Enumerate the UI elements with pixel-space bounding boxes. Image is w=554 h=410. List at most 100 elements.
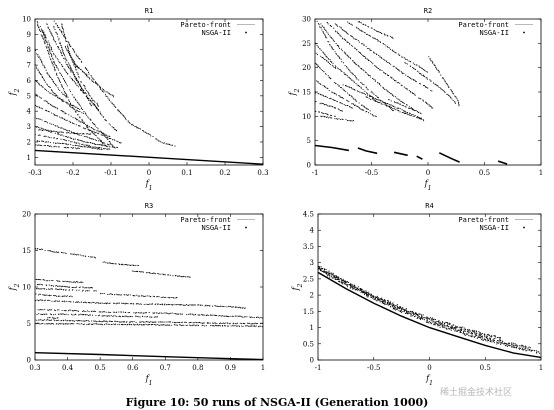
nsga-point (418, 71, 420, 73)
nsga-point (161, 324, 163, 326)
nsga-point (453, 326, 455, 328)
nsga-point (445, 325, 447, 327)
nsga-point (45, 323, 47, 325)
nsga-point (54, 130, 56, 133)
nsga-point (69, 76, 71, 78)
nsga-point (41, 61, 43, 63)
nsga-point (86, 141, 88, 143)
nsga-point (140, 321, 142, 323)
nsga-point (423, 120, 425, 122)
nsga-point (323, 112, 325, 114)
nsga-point (492, 340, 494, 342)
nsga-point (334, 277, 336, 279)
nsga-point (117, 109, 119, 111)
nsga-point (190, 313, 192, 315)
nsga-point (125, 294, 128, 296)
plot-area (315, 20, 508, 165)
nsga-point (197, 324, 200, 327)
nsga-point (220, 305, 222, 307)
nsga-point (87, 69, 89, 72)
nsga-point (158, 296, 160, 298)
nsga-point (348, 56, 350, 58)
nsga-point (452, 99, 454, 101)
nsga-point (87, 127, 89, 129)
nsga-point (350, 94, 352, 97)
nsga-point (54, 295, 56, 297)
nsga-point (352, 73, 355, 75)
nsga-point (96, 83, 98, 85)
nsga-point (61, 251, 63, 253)
nsga-point (56, 279, 58, 282)
nsga-point (56, 130, 58, 133)
nsga-point (190, 304, 192, 306)
nsga-point (61, 48, 63, 50)
nsga-point (62, 300, 64, 302)
nsga-point (414, 93, 416, 95)
nsga-point (86, 125, 88, 127)
nsga-point (179, 321, 181, 323)
nsga-point (426, 316, 428, 318)
nsga-point (397, 53, 399, 55)
nsga-point (343, 30, 345, 32)
nsga-point (188, 304, 190, 306)
nsga-point (67, 41, 69, 43)
nsga-point (444, 91, 446, 93)
nsga-point (76, 132, 78, 134)
nsga-point (56, 131, 59, 133)
nsga-point (435, 320, 437, 323)
nsga-point (240, 322, 242, 325)
nsga-point (62, 131, 64, 133)
nsga-point (328, 105, 330, 107)
nsga-point (470, 335, 472, 337)
y-tick-label: 0.5 (303, 340, 314, 348)
nsga-point (95, 323, 97, 325)
nsga-point (490, 340, 492, 343)
nsga-point (428, 104, 430, 106)
nsga-point (335, 107, 337, 109)
nsga-point (345, 74, 347, 76)
nsga-point (393, 108, 395, 110)
nsga-point (416, 110, 419, 112)
nsga-point (35, 248, 37, 250)
nsga-point (62, 66, 64, 68)
nsga-point (323, 32, 325, 34)
nsga-point (63, 78, 65, 80)
nsga-point (332, 40, 334, 42)
nsga-point (164, 296, 166, 299)
nsga-point (61, 131, 63, 133)
nsga-point (379, 301, 381, 303)
nsga-point (64, 69, 66, 71)
nsga-point (429, 58, 431, 60)
nsga-point (338, 278, 340, 280)
nsga-point (61, 99, 63, 101)
nsga-point (77, 281, 79, 283)
nsga-point (495, 337, 497, 339)
nsga-point (61, 55, 63, 57)
nsga-point (120, 294, 122, 296)
nsga-point (326, 273, 328, 275)
nsga-point (435, 67, 437, 69)
nsga-point (326, 56, 328, 58)
nsga-point (478, 330, 480, 333)
nsga-point (352, 45, 354, 47)
nsga-point (81, 143, 83, 146)
nsga-point (103, 135, 105, 137)
nsga-point (66, 102, 68, 104)
nsga-point (48, 86, 50, 88)
nsga-point (100, 144, 102, 146)
nsga-point (401, 72, 404, 75)
chart-title: R3 (145, 202, 153, 210)
nsga-point (331, 117, 333, 119)
nsga-point (64, 310, 66, 312)
nsga-point (326, 22, 328, 24)
nsga-point (395, 96, 397, 98)
nsga-point (252, 316, 254, 319)
nsga-point (70, 115, 72, 117)
nsga-point (36, 67, 38, 69)
nsga-point (448, 95, 450, 97)
nsga-point (474, 333, 477, 335)
nsga-point (356, 90, 358, 92)
nsga-point (363, 109, 365, 111)
nsga-point (218, 322, 221, 324)
nsga-point (346, 281, 348, 283)
